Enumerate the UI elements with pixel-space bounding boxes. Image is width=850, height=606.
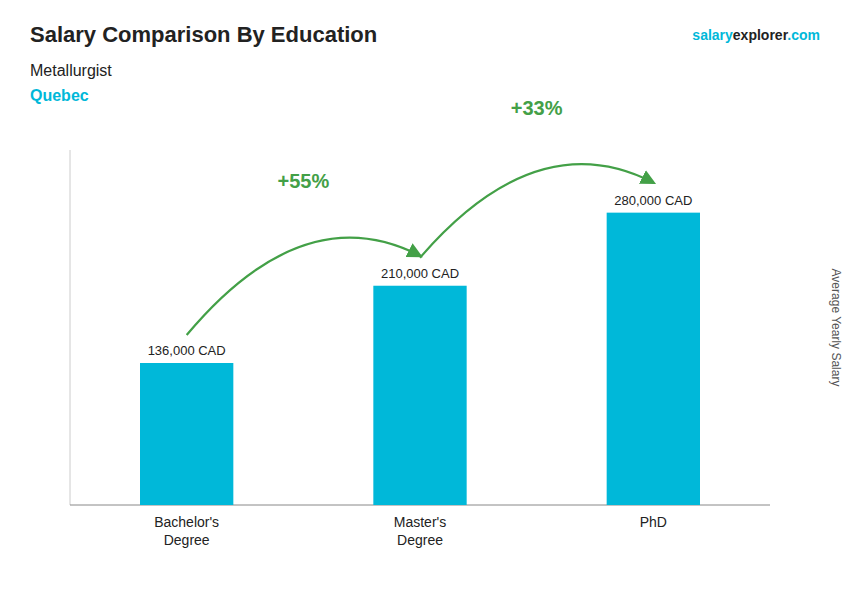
x-tick-label: Bachelor's Degree: [154, 514, 219, 548]
subtitle: Metallurgist: [30, 62, 112, 79]
x-tick-label-line: PhD: [640, 514, 667, 530]
growth-label: +55%: [277, 170, 329, 192]
watermark: salaryexplorer.com: [692, 27, 820, 43]
bar: [607, 213, 700, 505]
bar: [373, 286, 466, 505]
region: Quebec: [30, 87, 89, 104]
growth-arrow: [187, 238, 420, 335]
chart: Salary Comparison By Education Metallurgi…: [0, 0, 850, 606]
x-tick-label: Master's Degree: [394, 514, 446, 548]
watermark-part: salary: [692, 27, 733, 43]
value-label: 280,000 CAD: [614, 193, 692, 208]
y-axis-line: [70, 150, 71, 505]
title: Salary Comparison By Education: [30, 22, 377, 47]
y-axis-label: Average Yearly Salary: [829, 269, 843, 387]
x-tick-label: PhD: [640, 514, 667, 530]
value-label: 210,000 CAD: [381, 266, 459, 281]
growth-arrow: [420, 164, 653, 258]
x-tick-label-line: Degree: [164, 532, 210, 548]
watermark-part: .com: [787, 27, 820, 43]
x-tick-label-line: Bachelor's: [154, 514, 219, 530]
bar: [140, 363, 233, 505]
x-tick-label-line: Degree: [397, 532, 443, 548]
x-tick-label-line: Master's: [394, 514, 446, 530]
watermark-part: explorer: [733, 27, 789, 43]
value-label: 136,000 CAD: [148, 343, 226, 358]
growth-label: +33%: [511, 97, 563, 119]
